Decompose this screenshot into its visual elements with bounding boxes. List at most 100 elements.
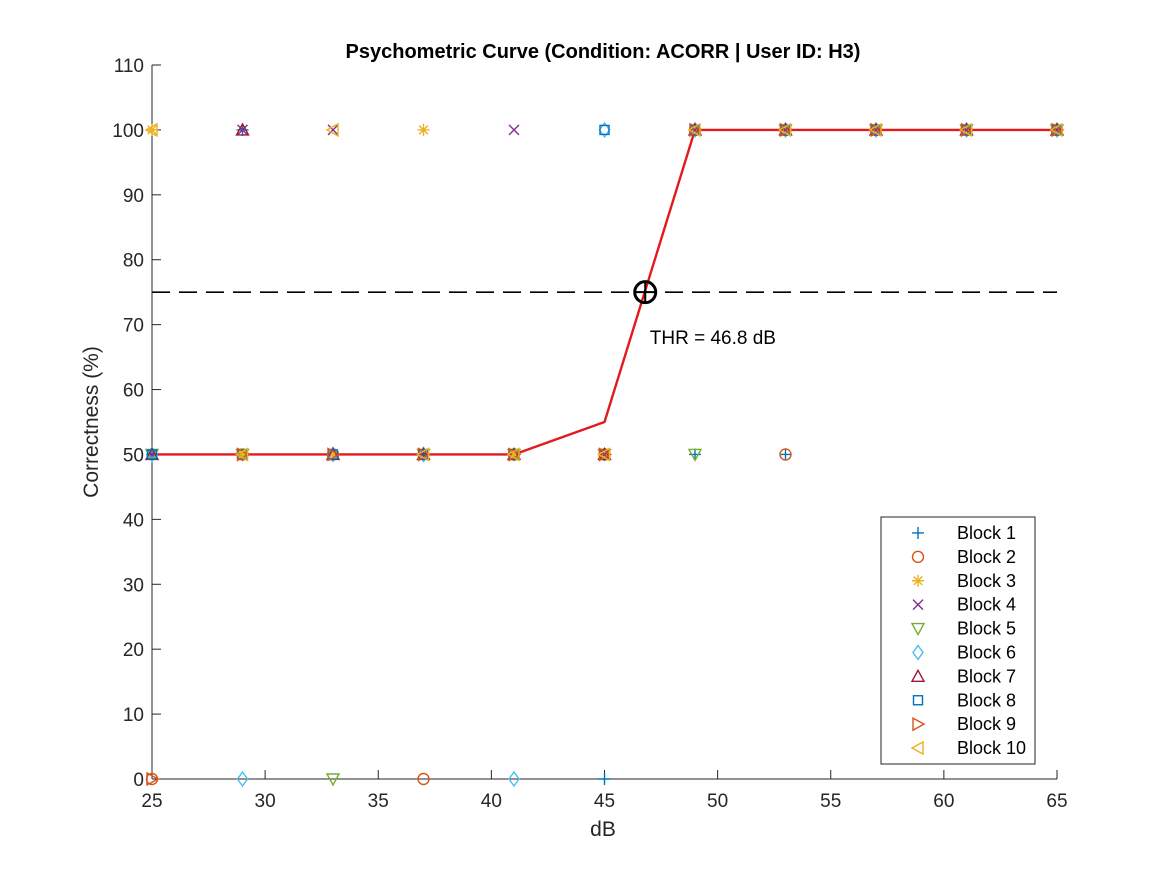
series-6 (146, 121, 1063, 788)
legend-label: Block 10 (957, 738, 1026, 758)
y-tick-label: 30 (123, 575, 144, 596)
x-tick-label: 35 (368, 791, 389, 812)
x-axis-label: dB (590, 818, 616, 841)
data-point (236, 770, 249, 788)
x-tick-label: 40 (481, 791, 502, 812)
data-point (599, 124, 610, 136)
x-tick-label: 30 (255, 791, 276, 812)
legend-label: Block 8 (957, 690, 1016, 710)
y-tick-label: 0 (133, 770, 144, 791)
x-tick-label: 50 (707, 791, 728, 812)
y-tick-label: 90 (123, 186, 144, 207)
y-tick-label: 50 (123, 445, 144, 466)
data-point (416, 447, 430, 462)
legend-label: Block 2 (957, 547, 1016, 567)
data-point (779, 448, 792, 461)
legend-label: Block 1 (957, 523, 1016, 543)
data-point (508, 124, 520, 136)
data-point (687, 122, 701, 138)
data-point (778, 122, 792, 138)
legend-marker (912, 574, 924, 587)
data-point (868, 122, 882, 138)
data-point (597, 446, 612, 461)
data-point (237, 124, 248, 136)
data-point (1051, 121, 1063, 139)
fit-curve (152, 128, 1057, 456)
legend-marker (912, 599, 924, 611)
legend-box (880, 516, 1036, 765)
legend-marker (912, 644, 924, 661)
legend: Block 1 Block 2 Block 3 Block 4 Block 5 Block… (880, 516, 1036, 765)
data-point (597, 447, 611, 462)
data-point (144, 122, 158, 138)
data-point (146, 446, 158, 463)
data-point (146, 123, 158, 136)
legend-label: Block 3 (957, 571, 1016, 591)
data-point (146, 449, 158, 460)
y-tick-label: 70 (123, 316, 144, 337)
data-point (779, 121, 792, 139)
threshold-annotation: THR = 46.8 dB (650, 328, 776, 349)
data-point (689, 121, 701, 139)
data-point (599, 448, 610, 460)
y-axis-label: Correctness (%) (80, 346, 103, 498)
data-point (417, 123, 430, 136)
data-point (327, 124, 339, 136)
y-tick-label: 60 (123, 381, 144, 402)
legend-label: Block 6 (957, 642, 1016, 662)
y-tick-label: 40 (123, 510, 144, 531)
data-point (327, 446, 339, 463)
y-tick-label: 110 (114, 56, 144, 77)
data-point (598, 773, 611, 785)
data-point (236, 448, 249, 461)
chart-title: Psychometric Curve (Condition: ACORR | U… (346, 41, 861, 63)
legend-label: Block 7 (957, 666, 1016, 686)
data-point (325, 122, 339, 138)
threshold-point-cross (634, 281, 656, 303)
data-point (960, 121, 973, 139)
y-tick-label: 20 (123, 640, 144, 661)
data-point (235, 447, 249, 462)
x-tick-label: 55 (820, 791, 841, 812)
legend-marker (912, 716, 926, 732)
legend-label: Block 9 (957, 714, 1016, 734)
data-point (327, 448, 339, 461)
data-point (687, 448, 703, 462)
legend-marker (910, 668, 926, 683)
data-point (325, 773, 341, 787)
data-point (508, 770, 520, 788)
data-point (508, 448, 520, 461)
y-tick-label: 80 (123, 251, 144, 272)
data-point (870, 121, 882, 139)
x-tick-label: 60 (933, 791, 954, 812)
y-tick-label: 100 (112, 121, 144, 142)
data-point (327, 447, 341, 462)
legend-marker (912, 695, 924, 706)
legend-marker (912, 526, 924, 539)
legend-marker (910, 622, 926, 637)
data-point (1049, 122, 1063, 138)
fit-curve-layer (152, 128, 1057, 456)
x-tick-label: 45 (594, 791, 615, 812)
data-point (146, 771, 160, 787)
data-point (235, 122, 250, 136)
legend-marker (910, 740, 924, 756)
data-point (959, 122, 973, 138)
marker-layer (144, 121, 1065, 788)
legend-marker (911, 550, 925, 564)
series-10 (144, 122, 1063, 462)
data-point (689, 448, 701, 461)
data-point (417, 772, 430, 786)
data-point (779, 448, 792, 461)
data-point (506, 447, 520, 462)
data-point (598, 121, 611, 139)
annotation-layer: THR = 46.8 dB (152, 280, 1057, 349)
legend-label: Block 4 (957, 595, 1016, 615)
axes: 25 30 35 40 45 50 55 60 65 0 10 20 30 40 50 60 70 80 90 100… (112, 56, 1067, 812)
y-tick-label: 10 (123, 705, 144, 726)
x-tick-label: 65 (1046, 791, 1067, 812)
data-point (417, 446, 430, 463)
x-tick-label: 25 (141, 791, 162, 812)
legend-label: Block 5 (957, 619, 1016, 639)
